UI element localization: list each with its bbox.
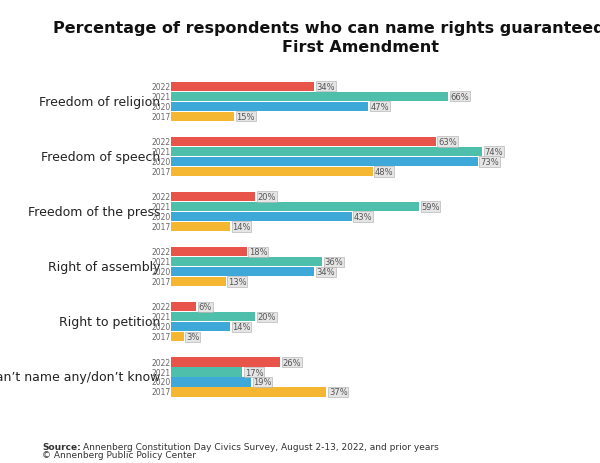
Text: 2021: 2021 xyxy=(152,313,171,322)
Bar xyxy=(171,193,255,202)
Text: 37%: 37% xyxy=(329,388,347,397)
Text: 13%: 13% xyxy=(228,277,247,287)
Text: 43%: 43% xyxy=(354,213,373,222)
Text: 2021: 2021 xyxy=(152,203,171,212)
Text: Right to petition: Right to petition xyxy=(59,316,160,329)
Bar xyxy=(171,313,255,322)
Bar xyxy=(171,368,242,377)
Text: 2020: 2020 xyxy=(152,378,171,387)
Text: Can’t name any/don’t know: Can’t name any/don’t know xyxy=(0,371,160,384)
Text: 2021: 2021 xyxy=(152,257,171,267)
Text: 36%: 36% xyxy=(325,257,343,267)
Bar xyxy=(171,277,226,287)
Text: 2017: 2017 xyxy=(152,168,171,176)
Text: 2022: 2022 xyxy=(152,138,171,147)
Bar xyxy=(171,268,314,277)
Bar xyxy=(171,213,352,222)
Text: Freedom of the press: Freedom of the press xyxy=(28,206,160,219)
Text: 14%: 14% xyxy=(232,223,251,232)
Text: 63%: 63% xyxy=(438,138,457,147)
Text: 2020: 2020 xyxy=(152,213,171,222)
Text: 17%: 17% xyxy=(245,368,263,377)
Text: 48%: 48% xyxy=(375,168,394,176)
Text: 6%: 6% xyxy=(199,303,212,312)
Bar xyxy=(171,82,314,92)
Text: Freedom of speech: Freedom of speech xyxy=(41,150,160,163)
Bar xyxy=(171,388,326,397)
Text: 34%: 34% xyxy=(316,268,335,276)
Text: 2022: 2022 xyxy=(152,303,171,312)
Text: 2020: 2020 xyxy=(152,268,171,276)
Bar xyxy=(171,102,368,112)
Text: 2017: 2017 xyxy=(152,113,171,121)
Text: 2022: 2022 xyxy=(152,193,171,202)
Text: Right of assembly: Right of assembly xyxy=(48,261,160,274)
Text: 3%: 3% xyxy=(186,332,199,342)
Text: 2022: 2022 xyxy=(152,358,171,367)
Text: Source:: Source: xyxy=(42,443,81,451)
Bar xyxy=(171,323,230,332)
Bar xyxy=(171,332,184,342)
Bar xyxy=(171,248,247,257)
Text: 2021: 2021 xyxy=(152,148,171,156)
Bar xyxy=(171,138,436,147)
Text: 2017: 2017 xyxy=(152,388,171,397)
Text: 2021: 2021 xyxy=(152,368,171,377)
Text: 20%: 20% xyxy=(257,193,276,202)
Text: 19%: 19% xyxy=(253,378,272,387)
Bar xyxy=(171,257,322,267)
Text: 74%: 74% xyxy=(484,148,503,156)
Bar xyxy=(171,358,280,367)
Text: 2017: 2017 xyxy=(152,223,171,232)
Text: 59%: 59% xyxy=(421,203,440,212)
Text: 47%: 47% xyxy=(371,102,389,112)
Text: 14%: 14% xyxy=(232,323,251,332)
Bar xyxy=(171,202,419,212)
Text: 2020: 2020 xyxy=(152,157,171,167)
Bar xyxy=(171,377,251,387)
Text: 2017: 2017 xyxy=(152,277,171,287)
Text: 2022: 2022 xyxy=(152,82,171,92)
Text: 2017: 2017 xyxy=(152,332,171,342)
Title: Percentage of respondents who can name rights guaranteed by the
First Amendment: Percentage of respondents who can name r… xyxy=(53,21,600,56)
Text: 2022: 2022 xyxy=(152,248,171,257)
Bar xyxy=(171,303,196,312)
Bar xyxy=(171,93,448,102)
Bar xyxy=(171,168,373,176)
Text: Annenberg Constitution Day Civics Survey, August 2-13, 2022, and prior years: Annenberg Constitution Day Civics Survey… xyxy=(83,443,439,451)
Text: 26%: 26% xyxy=(283,358,301,367)
Text: 20%: 20% xyxy=(257,313,276,322)
Text: 2020: 2020 xyxy=(152,102,171,112)
Text: 18%: 18% xyxy=(249,248,268,257)
Text: 15%: 15% xyxy=(236,113,255,121)
Text: 2020: 2020 xyxy=(152,323,171,332)
Text: Freedom of religion: Freedom of religion xyxy=(40,95,160,108)
Text: 66%: 66% xyxy=(451,93,469,101)
Text: 2021: 2021 xyxy=(152,93,171,101)
Text: © Annenberg Public Policy Center: © Annenberg Public Policy Center xyxy=(42,450,196,459)
Bar xyxy=(171,157,478,167)
Bar xyxy=(171,148,482,156)
Bar xyxy=(171,222,230,232)
Text: 73%: 73% xyxy=(480,157,499,167)
Bar xyxy=(171,113,234,121)
Text: 34%: 34% xyxy=(316,82,335,92)
